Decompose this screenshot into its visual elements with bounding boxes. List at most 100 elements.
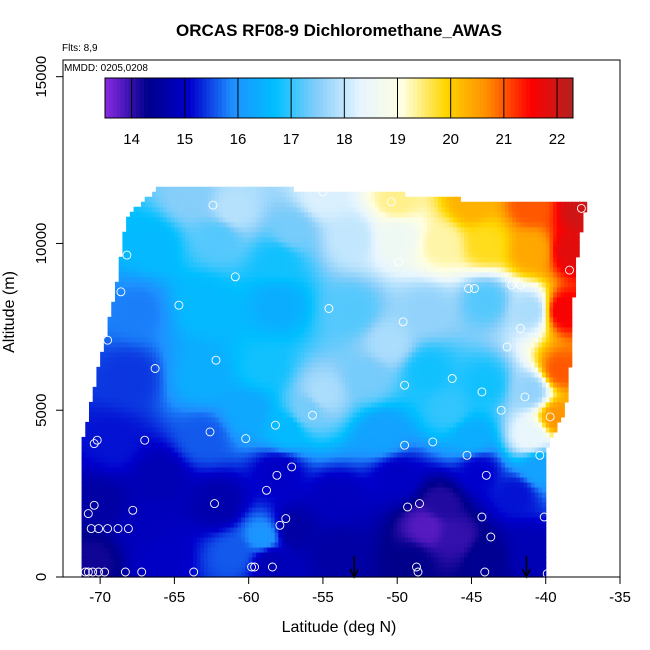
heatmap-cell: [248, 256, 253, 263]
heatmap-cell: [96, 441, 101, 448]
heatmap-cell: [204, 421, 209, 428]
heatmap-cell: [322, 316, 328, 323]
heatmap-cell: [159, 561, 164, 568]
heatmap-cell: [237, 201, 242, 208]
heatmap-cell: [218, 321, 224, 328]
heatmap-cell: [248, 506, 253, 513]
heatmap-cell: [122, 456, 127, 463]
heatmap-cell: [259, 406, 265, 413]
heatmap-cell: [185, 406, 190, 413]
heatmap-cell: [293, 226, 298, 233]
heatmap-cell: [218, 391, 224, 398]
heatmap-cell: [211, 281, 216, 288]
heatmap-cell: [222, 231, 227, 238]
heatmap-cell: [241, 461, 246, 468]
heatmap-cell: [256, 381, 261, 388]
heatmap-cell: [263, 486, 268, 493]
heatmap-cell: [144, 386, 149, 393]
heatmap-cell: [285, 476, 291, 483]
heatmap-cell: [185, 516, 190, 523]
heatmap-cell: [296, 346, 302, 353]
heatmap-cell: [330, 386, 335, 393]
heatmap-cell: [285, 241, 291, 248]
heatmap-cell: [319, 366, 324, 373]
heatmap-cell: [256, 326, 261, 333]
heatmap-cell: [144, 501, 149, 508]
heatmap-cell: [289, 231, 294, 238]
heatmap-cell: [140, 221, 146, 228]
heatmap-cell: [189, 246, 194, 253]
heatmap-cell: [218, 456, 224, 463]
heatmap-cell: [148, 266, 153, 273]
heatmap-cell: [289, 421, 294, 428]
heatmap-cell: [278, 301, 283, 308]
heatmap-cell: [178, 456, 183, 463]
heatmap-cell: [289, 572, 294, 578]
heatmap-cell: [148, 316, 153, 323]
heatmap-cell: [315, 221, 320, 228]
heatmap-cell: [166, 426, 172, 433]
heatmap-cell: [315, 566, 320, 573]
heatmap-cell: [118, 276, 124, 283]
heatmap-cell: [211, 406, 216, 413]
heatmap-cell: [178, 281, 183, 288]
heatmap-cell: [311, 206, 317, 213]
heatmap-cell: [218, 376, 224, 383]
heatmap-cell: [311, 326, 317, 333]
heatmap-cell: [200, 186, 205, 193]
heatmap-cell: [207, 356, 213, 363]
heatmap-cell: [152, 386, 157, 393]
heatmap-cell: [282, 356, 287, 363]
heatmap-cell: [140, 236, 146, 243]
heatmap-cell: [330, 411, 335, 418]
heatmap-cell: [126, 566, 131, 573]
heatmap-cell: [155, 386, 161, 393]
heatmap-cell: [126, 536, 131, 543]
heatmap-cell: [204, 526, 209, 533]
heatmap-cell: [322, 271, 328, 278]
heatmap-cell: [218, 566, 224, 573]
heatmap-cell: [308, 286, 313, 293]
heatmap-cell: [114, 311, 120, 318]
heatmap-cell: [148, 501, 153, 508]
heatmap-cell: [226, 321, 231, 328]
heatmap-cell: [181, 241, 187, 248]
heatmap-cell: [196, 366, 201, 373]
heatmap-cell: [282, 526, 287, 533]
heatmap-cell: [226, 301, 231, 308]
heatmap-cell: [300, 196, 305, 203]
heatmap-cell: [252, 346, 257, 353]
heatmap-cell: [166, 461, 172, 468]
heatmap-cell: [270, 216, 276, 223]
heatmap-cell: [207, 411, 213, 418]
heatmap-cell: [226, 521, 231, 528]
heatmap-cell: [118, 491, 124, 498]
heatmap-cell: [192, 476, 198, 483]
heatmap-cell: [126, 231, 131, 238]
heatmap-cell: [285, 201, 291, 208]
heatmap-cell: [259, 471, 265, 478]
heatmap-cell: [267, 511, 272, 518]
heatmap-cell: [129, 536, 135, 543]
heatmap-cell: [122, 496, 127, 503]
heatmap-cell: [226, 411, 231, 418]
heatmap-cell: [308, 401, 313, 408]
heatmap-cell: [122, 306, 127, 313]
heatmap-cell: [334, 316, 339, 323]
heatmap-cell: [222, 386, 227, 393]
heatmap-cell: [233, 346, 239, 353]
heatmap-cell: [259, 231, 265, 238]
heatmap-cell: [215, 261, 220, 268]
heatmap-cell: [326, 226, 331, 233]
heatmap-cell: [204, 431, 209, 438]
heatmap-cell: [259, 361, 265, 368]
heatmap-cell: [159, 236, 164, 243]
heatmap-cell: [241, 261, 246, 268]
heatmap-cell: [259, 386, 265, 393]
heatmap-cell: [293, 381, 298, 388]
heatmap-cell: [178, 226, 183, 233]
heatmap-cell: [181, 441, 187, 448]
heatmap-cell: [267, 431, 272, 438]
heatmap-cell: [196, 286, 201, 293]
heatmap-cell: [129, 346, 135, 353]
